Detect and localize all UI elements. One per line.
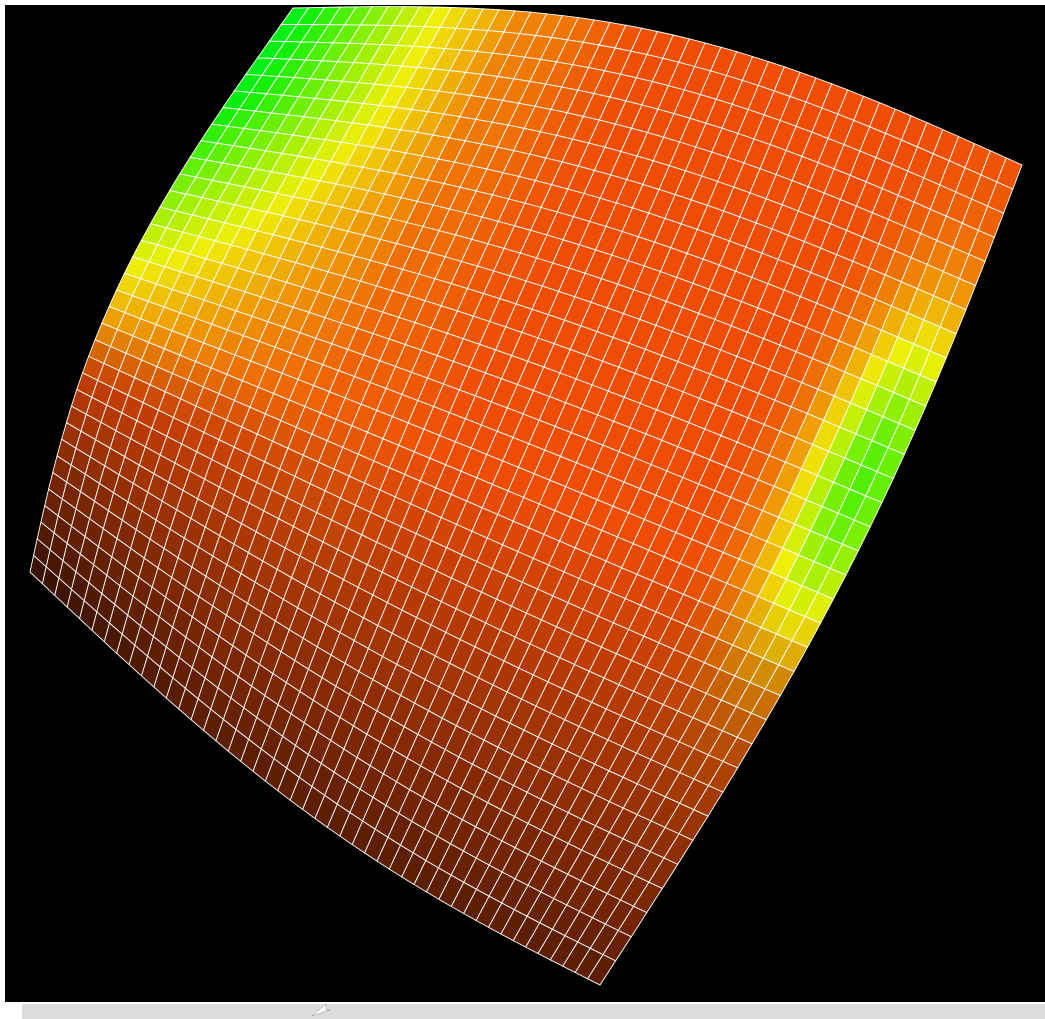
status-bar (22, 1004, 1045, 1019)
page: (() => { const data = JSON.parse(documen… (0, 0, 1045, 1019)
viewer (0, 0, 1045, 1019)
